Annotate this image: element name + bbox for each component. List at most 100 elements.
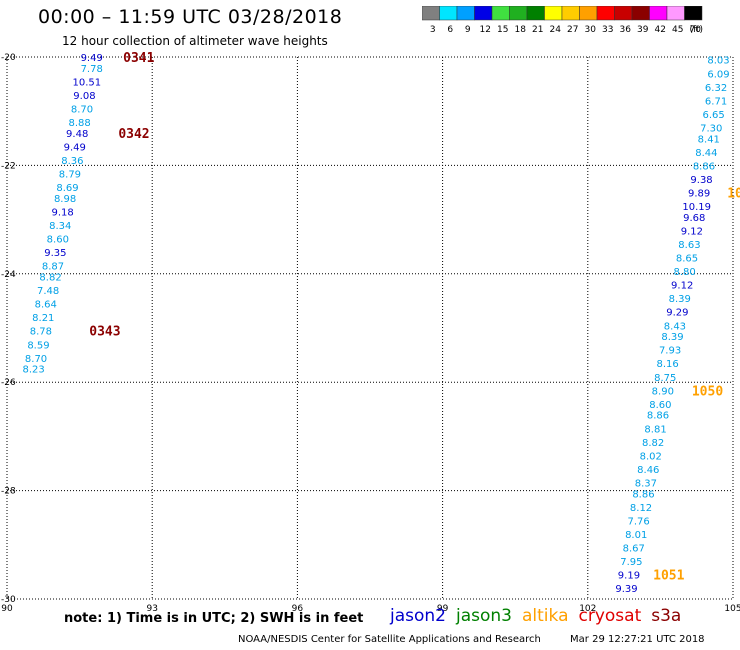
scale-label: 39 <box>637 25 649 35</box>
scale-label: 70 <box>690 25 702 35</box>
wave-height-label: 10.51 <box>73 77 102 88</box>
wave-height-label: 9.29 <box>666 308 688 319</box>
scale-label: 12 <box>480 25 491 35</box>
wave-height-label: 7.78 <box>81 64 103 75</box>
scale-label: 45 <box>672 25 683 35</box>
wave-height-label: 8.82 <box>39 273 61 284</box>
wave-height-label: 8.21 <box>32 313 54 324</box>
chart-subtitle: 12 hour collection of altimeter wave hei… <box>62 34 328 48</box>
scale-label: 21 <box>532 25 543 35</box>
scale-label: 9 <box>465 25 471 35</box>
wave-height-label: 8.46 <box>637 465 659 476</box>
wave-height-label: 8.88 <box>68 118 90 129</box>
wave-height-label: 8.98 <box>54 194 76 205</box>
footer-timestamp: Mar 29 12:27:21 UTC 2018 <box>570 634 705 645</box>
footer-org: NOAA/NESDIS Center for Satellite Applica… <box>238 634 541 645</box>
wave-height-label: 6.71 <box>705 96 727 107</box>
scale-label: 24 <box>550 25 562 35</box>
pass-time-label: 1050 <box>692 384 723 399</box>
footer: NOAA/NESDIS Center for Satellite Applica… <box>238 634 705 645</box>
x-tick-label: 102 <box>579 604 596 614</box>
scale-label: 18 <box>515 25 527 35</box>
wave-height-label: 8.65 <box>676 254 698 265</box>
scale-label: 6 <box>447 25 453 35</box>
satellite-legend: jason2 jason3 altika cryosat s3a <box>390 606 691 626</box>
wave-height-label: 9.12 <box>671 281 693 292</box>
wave-height-label: 8.34 <box>49 221 71 232</box>
wave-height-label: 7.95 <box>620 557 642 568</box>
legend-item-jason2: jason2 <box>390 606 446 626</box>
wave-height-label: 8.39 <box>661 332 683 343</box>
chart-title: 00:00 – 11:59 UTC 03/28/2018 <box>38 6 343 28</box>
wave-height-label: 9.12 <box>681 226 703 237</box>
wave-height-label: 6.09 <box>707 69 729 80</box>
x-tick-label: 105 <box>724 604 740 614</box>
wave-height-label: 9.35 <box>44 248 66 259</box>
wave-height-label: 8.86 <box>693 161 715 172</box>
wave-height-label: 8.86 <box>647 411 669 422</box>
wave-height-label: 8.75 <box>654 373 676 384</box>
wave-height-label: 9.08 <box>73 91 95 102</box>
x-tick-label: 99 <box>437 604 449 614</box>
wave-height-label: 9.39 <box>615 584 637 595</box>
legend-item-s3a: s3a <box>651 606 682 626</box>
wave-height-label: 8.60 <box>47 235 69 246</box>
wave-height-label: 8.59 <box>27 340 49 351</box>
wave-height-label: 9.89 <box>688 189 710 200</box>
note-text: note: 1) Time is in UTC; 2) SWH is in fe… <box>64 611 364 626</box>
wave-height-label: 8.43 <box>664 321 686 332</box>
wave-height-label: 8.37 <box>635 478 657 489</box>
legend-item-altika: altika <box>522 606 569 626</box>
legend-item-jason3: jason3 <box>456 606 512 626</box>
wave-height-label: 8.39 <box>669 294 691 305</box>
wave-height-label: 7.30 <box>700 123 722 134</box>
wave-height-label: 8.80 <box>673 267 695 278</box>
scale-label: 3 <box>430 25 436 35</box>
wave-height-label: 8.02 <box>640 451 662 462</box>
wave-height-label: 8.03 <box>707 56 729 67</box>
wave-height-label: 8.36 <box>61 156 83 167</box>
y-tick-label: -26 <box>1 378 16 388</box>
color-scale-legend: 3 6 9 12 15 18 21 24 27 30 33 36 39 42 45 70(ft) <box>422 6 703 35</box>
y-tick-label: -22 <box>1 161 16 171</box>
pass-time-label: 1051 <box>653 569 684 584</box>
wave-height-label: 8.64 <box>35 300 57 311</box>
wave-height-label: 7.76 <box>627 516 649 527</box>
scale-label: 33 <box>602 25 613 35</box>
wave-height-label: 6.65 <box>703 110 725 121</box>
wave-height-label: 8.90 <box>652 386 674 397</box>
pass-time-label: 10 <box>727 187 740 202</box>
scale-swatch <box>684 6 703 21</box>
wave-height-label: 9.19 <box>618 571 640 582</box>
legend-item-cryosat: cryosat <box>578 606 642 626</box>
wave-height-label: 9.49 <box>64 142 86 153</box>
wave-height-label: 8.67 <box>623 544 645 555</box>
wave-height-label: 10.19 <box>682 202 711 213</box>
wave-height-label: 8.82 <box>642 438 664 449</box>
wave-height-label: 9.48 <box>66 129 88 140</box>
wave-height-label: 8.87 <box>42 262 64 273</box>
wave-height-label: 8.01 <box>625 530 647 541</box>
wave-height-label: 8.78 <box>30 327 52 338</box>
scale-label: 36 <box>620 25 632 35</box>
wave-height-label: 9.49 <box>81 53 103 64</box>
x-tick-label: 90 <box>1 604 13 614</box>
pass-time-label: 0343 <box>89 325 120 340</box>
y-tick-label: -24 <box>1 270 16 280</box>
scale-unit: (ft) <box>689 25 703 35</box>
wave-height-label: 8.63 <box>678 240 700 251</box>
wave-height-label: 8.81 <box>644 424 666 435</box>
wave-height-label: 6.32 <box>705 83 727 94</box>
wave-height-label: 8.79 <box>59 170 81 181</box>
pass-time-label: 0342 <box>118 127 149 142</box>
wave-height-label: 8.60 <box>649 400 671 411</box>
wave-height-label: 8.69 <box>56 183 78 194</box>
wave-height-label: 8.41 <box>698 134 720 145</box>
wave-height-label: 9.18 <box>52 207 74 218</box>
y-tick-label: -20 <box>1 53 16 63</box>
plot-frame <box>6 56 734 600</box>
pass-time-label: 0341 <box>123 51 154 66</box>
y-tick-label: -30 <box>1 595 16 605</box>
wave-height-label: 9.68 <box>683 213 705 224</box>
